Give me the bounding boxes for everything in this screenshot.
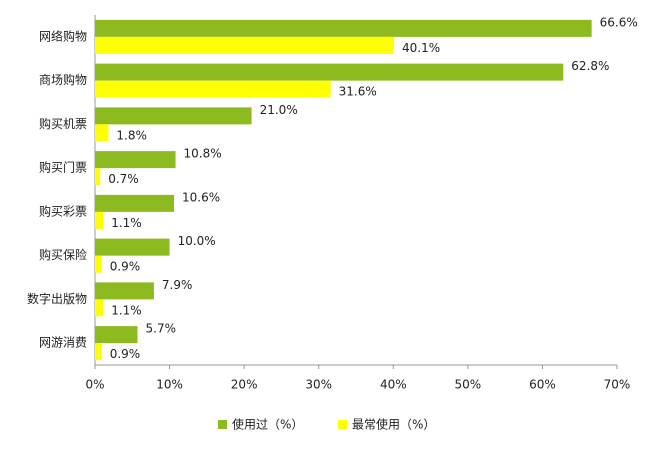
value-label: 5.7%: [146, 322, 177, 336]
y-tick-label: 商场购物: [39, 72, 87, 87]
y-tick-label: 数字出版物: [27, 291, 87, 306]
bar: [95, 168, 101, 186]
y-tick-label: 购买门票: [39, 160, 87, 175]
y-tick-label: 购买机票: [39, 116, 87, 131]
value-label: 10.0%: [178, 234, 216, 248]
value-label: 0.9%: [110, 347, 141, 361]
legend-label: 使用过（%）: [232, 417, 303, 432]
value-label: 66.6%: [600, 15, 638, 29]
bar: [95, 151, 176, 169]
x-tick-label: 40%: [380, 378, 407, 392]
x-tick-label: 20%: [231, 378, 258, 392]
value-label: 40.1%: [402, 41, 440, 55]
bar: [95, 63, 564, 81]
bar: [95, 36, 395, 54]
x-tick-label: 60%: [529, 378, 556, 392]
y-tick-label: 购买保险: [39, 247, 87, 262]
x-tick-label: 70%: [604, 378, 631, 392]
bar: [95, 255, 102, 273]
value-label: 1.1%: [111, 303, 141, 317]
bar: [95, 194, 175, 212]
bar: [95, 299, 104, 317]
legend-label: 最常使用（%）: [352, 417, 435, 432]
bar: [95, 19, 592, 37]
value-label: 7.9%: [162, 278, 193, 292]
bar: [95, 238, 170, 256]
bar: [95, 107, 252, 125]
y-tick-label: 网络购物: [39, 28, 87, 43]
value-label: 1.1%: [111, 216, 141, 230]
x-tick-label: 10%: [156, 378, 183, 392]
y-tick-label: 购买彩票: [39, 203, 87, 218]
value-label: 10.8%: [184, 147, 222, 161]
x-tick-label: 50%: [455, 378, 482, 392]
value-label: 31.6%: [339, 85, 377, 99]
legend-swatch: [218, 420, 227, 429]
bar: [95, 211, 104, 229]
value-label: 1.8%: [116, 128, 146, 142]
x-tick-label: 30%: [305, 378, 332, 392]
bar: [95, 282, 154, 300]
value-label: 21.0%: [260, 103, 298, 117]
value-label: 0.7%: [108, 172, 139, 186]
value-label: 0.9%: [110, 260, 141, 274]
legend-swatch: [338, 420, 347, 429]
bar: [95, 80, 331, 98]
value-label: 10.6%: [182, 190, 220, 204]
bar: [95, 343, 102, 361]
y-tick-label: 网游消费: [39, 336, 87, 350]
bar: [95, 326, 138, 344]
value-label: 62.8%: [571, 59, 609, 73]
x-tick-label: 0%: [85, 378, 104, 392]
bar: [95, 124, 109, 142]
